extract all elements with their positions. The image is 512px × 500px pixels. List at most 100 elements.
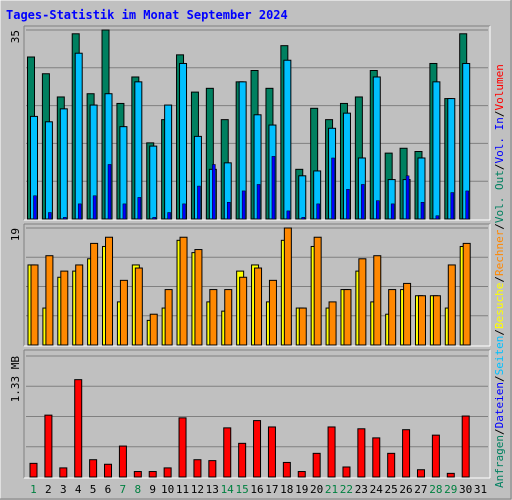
- bar-seiten: [152, 217, 156, 220]
- legend-item: Dateien: [493, 382, 506, 428]
- bar-volumen: [208, 460, 217, 478]
- bar-seiten: [241, 190, 246, 220]
- bar-volumen: [357, 428, 366, 478]
- bar-volumen: [431, 434, 440, 478]
- legend-separator: /: [493, 276, 506, 283]
- day-labels: 1 2 3 4 5 6 7 8 9 10 11 12 13 14 15 16 17 18 19 20 21 22 23 24 2…: [30, 483, 487, 496]
- bar-rechner: [403, 282, 412, 346]
- tick-label-day-8: 8: [134, 483, 141, 496]
- bar-volumen: [89, 459, 98, 478]
- legend-separator: /: [493, 163, 506, 170]
- bar-seiten: [316, 203, 320, 220]
- bar-rechner: [328, 301, 337, 346]
- bar-rechner: [462, 242, 471, 346]
- legend-item: Vol. Out: [493, 170, 506, 223]
- bar-seiten: [435, 215, 440, 220]
- bar-seiten: [167, 212, 171, 220]
- legend: Anfragen/Dateien/Seiten/Besuche/Rechner/…: [493, 64, 506, 488]
- tick-label-day-20: 20: [310, 483, 323, 496]
- bar-volumen: [446, 472, 455, 478]
- bar-rechner: [105, 236, 114, 346]
- bar-volumen: [402, 429, 411, 478]
- bar-seiten: [420, 202, 425, 220]
- bar-volumen: [59, 467, 68, 478]
- tick-label-day-23: 23: [355, 483, 368, 496]
- tick-label-day-10: 10: [161, 483, 174, 496]
- bar-rechner: [447, 264, 456, 346]
- bar-rechner: [432, 295, 441, 346]
- tick-label-day-13: 13: [206, 483, 219, 496]
- bar-dateien: [298, 175, 307, 220]
- chart-title: Tages-Statistik im Monat September 2024: [6, 8, 288, 22]
- bar-seiten: [465, 190, 469, 220]
- bar-dateien: [372, 76, 381, 220]
- tick-label-day-6: 6: [105, 483, 112, 496]
- bar-seiten: [48, 212, 52, 220]
- bar-rechner: [343, 289, 352, 346]
- bar-seiten: [331, 157, 335, 220]
- tick-label-day-30: 30: [459, 483, 472, 496]
- bar-seiten: [376, 200, 380, 220]
- bar-volumen: [387, 452, 396, 478]
- bar-dateien: [283, 59, 292, 220]
- bar-rechner: [268, 279, 277, 346]
- bar-rechner: [283, 227, 292, 346]
- tick-label-day-24: 24: [370, 483, 384, 496]
- tick-label-day-3: 3: [60, 483, 67, 496]
- tick-label-day-19: 19: [295, 483, 308, 496]
- bar-rechner: [373, 255, 382, 346]
- legend-item: Rechner: [493, 229, 506, 276]
- tick-label-day-11: 11: [176, 483, 189, 496]
- bar-volumen: [104, 463, 113, 478]
- bar-rechner: [75, 264, 84, 346]
- y-max-label: 1.33 MB: [9, 356, 22, 403]
- bar-volumen: [372, 437, 381, 478]
- bar-seiten: [63, 217, 67, 220]
- bar-seiten: [33, 195, 37, 220]
- bar-seiten: [286, 210, 291, 220]
- bar-volumen: [44, 414, 53, 478]
- bar-volumen: [74, 379, 83, 478]
- legend-separator: /: [493, 428, 506, 435]
- tick-label-day-16: 16: [250, 483, 263, 496]
- bar-rechner: [254, 267, 263, 346]
- bar-rechner: [313, 236, 322, 346]
- legend-separator: /: [493, 375, 506, 382]
- bar-volumen: [118, 445, 127, 478]
- panel-volume: 1.33 MB: [9, 349, 491, 479]
- bar-seiten: [390, 203, 395, 220]
- bar-seiten: [137, 197, 142, 220]
- legend-separator: /: [493, 223, 506, 230]
- bar-seiten: [182, 203, 186, 220]
- bar-volumen: [342, 466, 351, 478]
- bar-rechner: [209, 289, 218, 346]
- bar-volumen: [163, 467, 172, 478]
- bar-rechner: [388, 289, 397, 346]
- bar-dateien: [179, 62, 188, 220]
- bar-volumen: [193, 459, 202, 478]
- panel-visits-computers: 19: [9, 223, 491, 347]
- bar-volumen: [461, 415, 470, 478]
- bar-dateien: [44, 121, 53, 220]
- bar-rechner: [164, 289, 173, 346]
- bar-rechner: [90, 242, 99, 346]
- tick-label-day-17: 17: [265, 483, 278, 496]
- legend-separator: /: [493, 329, 506, 336]
- bar-rechner: [358, 258, 367, 346]
- bar-rechner: [298, 307, 307, 346]
- tick-label-day-29: 29: [444, 483, 457, 496]
- tick-label-day-27: 27: [414, 483, 427, 496]
- tick-label-day-5: 5: [90, 483, 97, 496]
- legend-text: Anfragen/Dateien/Seiten/Besuche/Rechner/…: [493, 64, 506, 488]
- tick-label-day-2: 2: [45, 483, 52, 496]
- bar-volumen: [148, 471, 157, 478]
- bar-seiten: [77, 203, 82, 220]
- chart-panels: 35 19 1.33 MB: [9, 25, 491, 479]
- bar-seiten: [197, 185, 201, 220]
- bar-rechner: [417, 295, 426, 346]
- bar-seiten: [226, 202, 231, 220]
- bar-seiten: [346, 189, 350, 220]
- bar-rechner: [30, 264, 39, 346]
